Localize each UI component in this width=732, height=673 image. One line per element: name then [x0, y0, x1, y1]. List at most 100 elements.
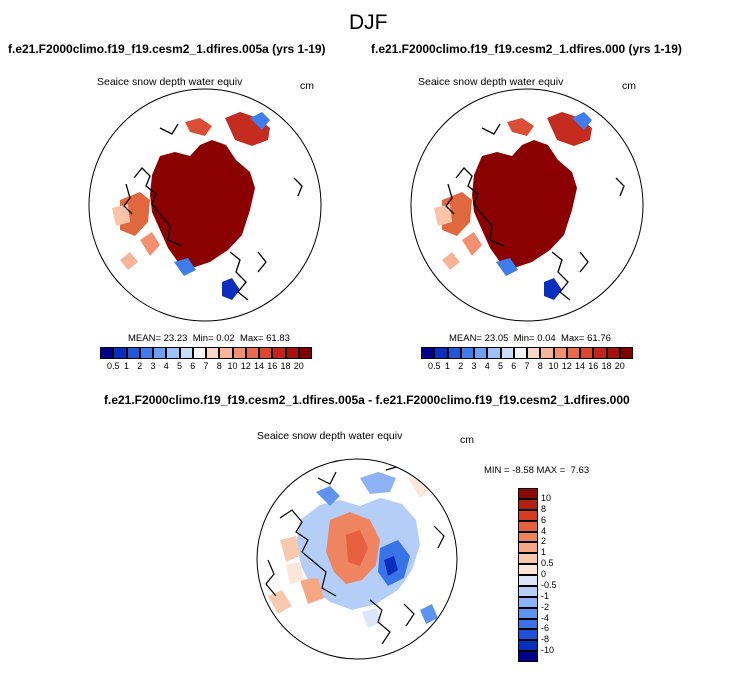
left-colorbar-box	[100, 347, 114, 359]
left-snow-field	[150, 140, 255, 268]
right-colorbar-tick-label: 5	[497, 361, 503, 371]
right-colorbar-tick-label: 4	[484, 361, 490, 371]
left-colorbar-tick-label: 6	[190, 361, 196, 371]
difference-colorbar-box	[518, 509, 538, 521]
right-colorbar-tick-label: 20	[614, 361, 625, 371]
difference-colorbar-tick-label: 2	[541, 536, 547, 547]
difference-panel-title: f.e21.F2000climo.f19_f19.cesm2_1.dfires.…	[104, 393, 630, 407]
right-colorbar-box	[421, 347, 435, 359]
left-colorbar	[100, 347, 312, 359]
left-colorbar-box	[272, 347, 286, 359]
difference-colorbar-tick-label: 6	[541, 514, 547, 525]
left-colorbar-box	[192, 347, 206, 359]
difference-colorbar-tick-label: 0	[541, 569, 547, 579]
right-snow-field	[472, 140, 577, 268]
right-colorbar-tick-label: 3	[471, 361, 477, 371]
left-colorbar-box	[245, 347, 259, 359]
left-colorbar-ticks: 0.5 1 2 3 4 5 6 7 8 10 12 14 16 18 20	[100, 361, 312, 373]
right-colorbar-box	[460, 347, 474, 359]
difference-max-value: 7.63	[570, 465, 590, 476]
right-colorbar-tick-label: 1	[444, 361, 450, 371]
left-colorbar-box	[298, 347, 312, 359]
right-colorbar-box	[553, 347, 567, 359]
left-colorbar-box	[126, 347, 140, 359]
difference-stats: MIN = -8.58 MAX = 7.63	[484, 465, 590, 476]
left-colorbar-tick-label: 10	[227, 361, 238, 371]
right-colorbar-box	[566, 347, 580, 359]
left-colorbar-box	[219, 347, 233, 359]
right-colorbar-box	[540, 347, 554, 359]
left-colorbar-box	[139, 347, 153, 359]
left-colorbar-box	[285, 347, 299, 359]
right-colorbar	[421, 347, 633, 359]
difference-colorbar-box	[518, 629, 538, 641]
difference-colorbar-box	[518, 564, 538, 575]
difference-colorbar-box	[518, 618, 538, 630]
right-colorbar-tick-label: 7	[524, 361, 530, 371]
left-panel-units: cm	[300, 80, 314, 92]
left-colorbar-tick-label: 2	[137, 361, 143, 371]
difference-colorbar-tick-label: 1	[541, 547, 547, 558]
left-colorbar-tick-label: 4	[163, 361, 169, 371]
difference-units: cm	[460, 434, 474, 446]
left-colorbar-box	[166, 347, 180, 359]
left-panel-stats: MEAN= 23.23 Min= 0.02 Max= 61.83	[128, 333, 290, 344]
difference-colorbar-tick-label: -1	[541, 590, 550, 601]
difference-colorbar	[518, 488, 538, 662]
difference-colorbar-box	[518, 607, 538, 619]
difference-colorbar-box	[518, 542, 538, 554]
difference-colorbar-ticks: 10 8 6 4 2 1 0.5 0 -0.5 -1 -2 -4 -6 -8 -10	[541, 488, 571, 662]
difference-colorbar-tick-label: -4	[541, 612, 550, 623]
left-colorbar-tick-label: 8	[216, 361, 222, 371]
difference-colorbar-box	[518, 585, 538, 597]
difference-min-value: -8.58	[512, 465, 534, 476]
right-colorbar-box	[513, 347, 527, 359]
left-colorbar-box	[259, 347, 273, 359]
difference-colorbar-box	[518, 498, 538, 510]
left-colorbar-box	[232, 347, 246, 359]
right-colorbar-tick-label: 14	[574, 361, 585, 371]
right-colorbar-box	[619, 347, 633, 359]
left-colorbar-tick-label: 5	[176, 361, 182, 371]
right-max-value: 61.76	[587, 333, 611, 344]
right-colorbar-box	[527, 347, 541, 359]
right-colorbar-box	[580, 347, 594, 359]
left-panel-case-title: f.e21.F2000climo.f19_f19.cesm2_1.dfires.…	[8, 42, 326, 56]
left-panel-variable-label: Seaice snow depth water equiv	[97, 76, 243, 88]
right-colorbar-box	[500, 347, 514, 359]
right-colorbar-tick-label: 2	[458, 361, 464, 371]
left-colorbar-box	[113, 347, 127, 359]
difference-colorbar-tick-label: -6	[541, 623, 550, 634]
right-panel-units: cm	[622, 80, 636, 92]
left-colorbar-box	[206, 347, 220, 359]
right-colorbar-tick-label: 16	[588, 361, 599, 371]
right-panel-case-title: f.e21.F2000climo.f19_f19.cesm2_1.dfires.…	[371, 42, 682, 56]
difference-colorbar-tick-label: 10	[541, 492, 552, 503]
right-colorbar-tick-label: 8	[537, 361, 543, 371]
right-colorbar-ticks: 0.5 1 2 3 4 5 6 7 8 10 12 14 16 18 20	[421, 361, 633, 373]
right-colorbar-box	[487, 347, 501, 359]
left-colorbar-tick-label: 3	[150, 361, 156, 371]
difference-colorbar-tick-label: -8	[541, 634, 550, 645]
right-colorbar-box	[593, 347, 607, 359]
right-min-value: 0.04	[537, 333, 556, 344]
difference-colorbar-tick-label: 0.5	[541, 558, 554, 569]
difference-colorbar-tick-label: -2	[541, 601, 550, 612]
difference-colorbar-tick-label: 8	[541, 503, 547, 514]
figure-title: DJF	[349, 11, 388, 34]
left-colorbar-tick-label: 14	[253, 361, 264, 371]
left-colorbar-tick-label: 7	[203, 361, 209, 371]
right-colorbar-box	[447, 347, 461, 359]
left-min-value: 0.02	[216, 333, 235, 344]
left-colorbar-box	[179, 347, 193, 359]
difference-colorbar-box	[518, 531, 538, 543]
difference-colorbar-box	[518, 640, 538, 652]
right-colorbar-tick-label: 10	[548, 361, 559, 371]
left-colorbar-tick-label: 0.5	[106, 361, 120, 371]
difference-colorbar-tick-label: -10	[541, 645, 555, 656]
left-colorbar-tick-label: 16	[267, 361, 278, 371]
difference-colorbar-tick-label: 4	[541, 525, 547, 536]
